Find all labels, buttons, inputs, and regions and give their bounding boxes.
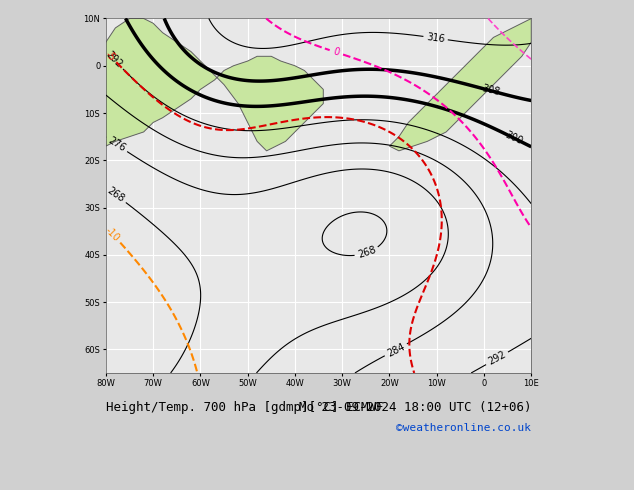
Text: 300: 300 [504,130,524,147]
Text: 292: 292 [486,349,508,367]
Text: -10: -10 [103,225,122,243]
Text: -5: -5 [103,49,117,63]
Text: 292: 292 [104,49,124,70]
Text: ©weatheronline.co.uk: ©weatheronline.co.uk [396,422,531,433]
Text: 276: 276 [106,135,127,154]
Text: Height/Temp. 700 hPa [gdmp][°C] ECMWF: Height/Temp. 700 hPa [gdmp][°C] ECMWF [106,401,384,415]
Polygon shape [101,19,323,151]
Text: 308: 308 [481,84,501,98]
Text: Mo 23-09-2024 18:00 UTC (12+06): Mo 23-09-2024 18:00 UTC (12+06) [299,401,531,415]
Text: 268: 268 [105,186,126,204]
Polygon shape [106,373,531,396]
Polygon shape [389,19,531,151]
Text: 284: 284 [385,341,406,358]
Text: 268: 268 [356,245,377,260]
Text: 316: 316 [426,32,445,44]
Text: 0: 0 [332,47,340,58]
